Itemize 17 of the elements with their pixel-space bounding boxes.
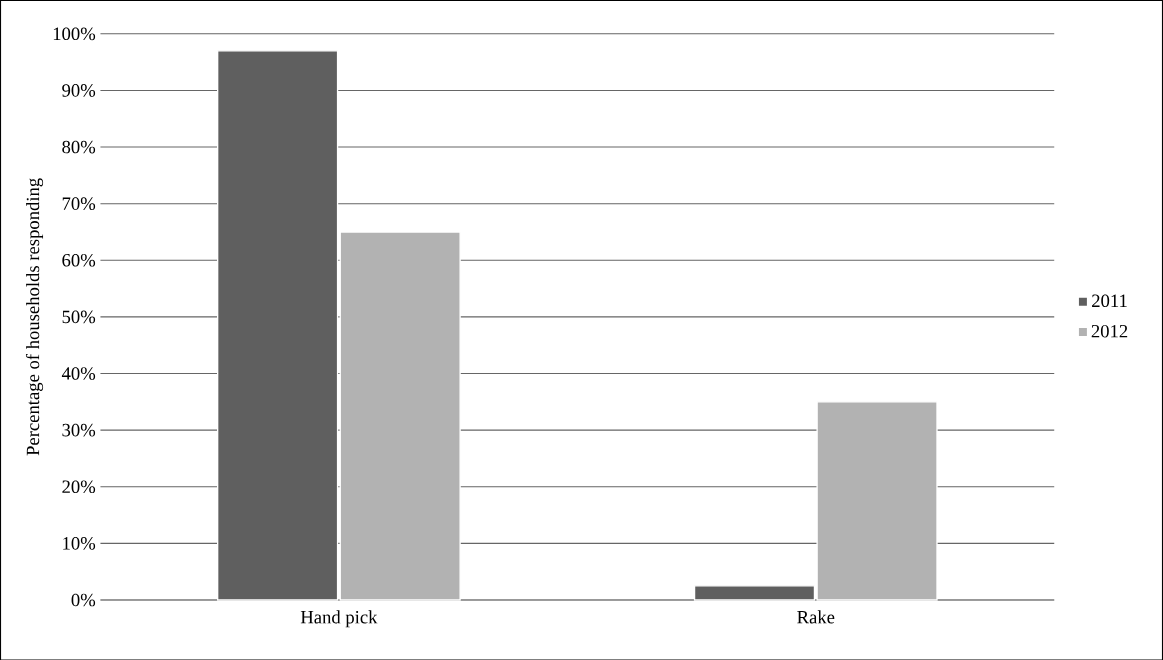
y-tick-label: 80% (62, 140, 96, 154)
y-tick-label: 20% (62, 480, 96, 493)
y-tick-label: 10% (63, 536, 96, 550)
y-tick-label: 40% (61, 366, 96, 380)
y-tick-label: 0% (71, 593, 96, 607)
y-tick-label: 50% (62, 310, 96, 324)
y-tick-label: 60% (62, 253, 96, 267)
x-tick-label: Rake (797, 610, 835, 624)
y-tick-label: 90% (62, 83, 96, 97)
legend-label: 2011 (1092, 294, 1127, 307)
y-axis-title: Percentage of households responding (25, 177, 44, 456)
bar (339, 231, 461, 601)
y-tick-label: 100% (53, 27, 96, 40)
y-tick-label: 70% (62, 197, 96, 210)
y-tick-label: 30% (62, 423, 96, 437)
legend-label: 2012 (1091, 324, 1128, 338)
x-tick-label: Hand pick (300, 610, 378, 628)
